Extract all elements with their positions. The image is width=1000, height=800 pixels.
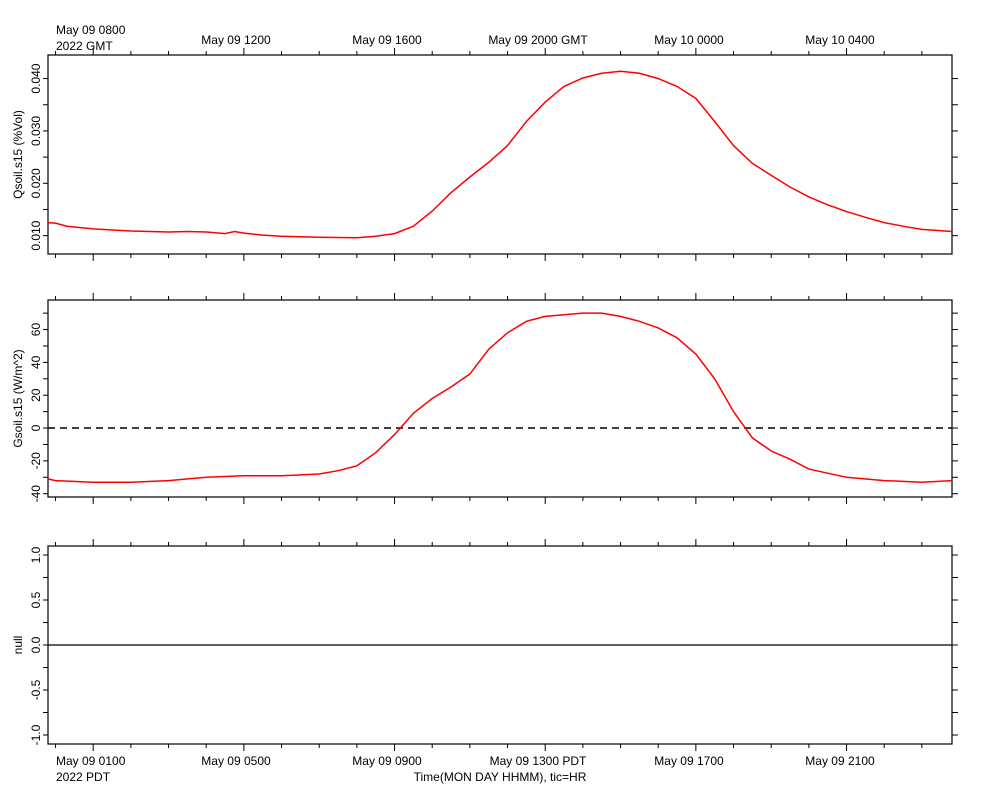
y-tick-label: -0.5 <box>29 679 43 700</box>
top-axis-label: May 10 0000 <box>654 33 724 47</box>
null-panel: -1.0 -0.5 0.0 0.5 1.0 null <box>11 539 958 751</box>
y-tick-label: 0.040 <box>29 63 43 93</box>
bottom-time-axis: May 09 0100 2022 PDT May 09 0500 May 09 … <box>56 754 875 784</box>
qsoil-series-line <box>47 70 953 239</box>
y-tick-label: 0 <box>29 424 43 431</box>
bottom-axis-label: May 09 0500 <box>201 754 271 768</box>
gsoil-axis-ticks: -40 -20 0 20 40 60 <box>29 293 958 504</box>
bottom-axis-label: May 09 2100 <box>805 754 875 768</box>
null-y-axis-label: null <box>11 636 25 655</box>
top-axis-label: May 09 2000 GMT <box>488 33 588 47</box>
y-tick-label: 0.020 <box>29 168 43 198</box>
y-tick-label: 1.0 <box>29 546 43 563</box>
qsoil-plot-frame <box>47 54 953 255</box>
y-tick-label: 0.010 <box>29 220 43 250</box>
y-tick-label: -20 <box>29 452 43 470</box>
top-axis-label: May 09 1600 <box>352 33 422 47</box>
y-tick-label: 0.030 <box>29 116 43 146</box>
top-time-axis: May 09 0800 2022 GMT May 09 1200 May 09 … <box>56 23 875 53</box>
x-axis-title: Time(MON DAY HHMM), tic=HR <box>414 770 587 784</box>
y-tick-label: 60 <box>29 323 43 337</box>
top-axis-label: May 10 0400 <box>805 33 875 47</box>
null-axis-ticks: -1.0 -0.5 0.0 0.5 1.0 <box>29 539 958 751</box>
qsoil-axis-ticks: 0.010 0.020 0.030 0.040 <box>29 48 958 261</box>
top-axis-first-label-line2: 2022 GMT <box>56 39 113 53</box>
top-axis-first-label-line1: May 09 0800 <box>56 23 126 37</box>
y-tick-label: 0.5 <box>29 591 43 608</box>
gsoil-series-line <box>47 312 953 483</box>
top-axis-label: May 09 1200 <box>201 33 271 47</box>
bottom-axis-first-label-line1: May 09 0100 <box>56 754 126 768</box>
y-tick-label: 40 <box>29 355 43 369</box>
y-tick-label: -40 <box>29 485 43 503</box>
bottom-axis-first-label-line2: 2022 PDT <box>56 770 111 784</box>
bottom-axis-label: May 09 0900 <box>352 754 422 768</box>
bottom-axis-label: May 09 1300 PDT <box>490 754 587 768</box>
y-tick-label: -1.0 <box>29 724 43 745</box>
y-tick-label: 0.0 <box>29 636 43 653</box>
qsoil-panel: 0.010 0.020 0.030 0.040 Qsoil.s15 (%Vol) <box>11 48 958 261</box>
gsoil-panel: -40 -20 0 20 40 60 Gsoil.s15 (W/m^2) <box>11 293 958 504</box>
qsoil-y-axis-label: Qsoil.s15 (%Vol) <box>11 110 25 199</box>
bottom-axis-label: May 09 1700 <box>654 754 724 768</box>
gsoil-y-axis-label: Gsoil.s15 (W/m^2) <box>11 349 25 447</box>
gsoil-plot-frame <box>47 299 953 498</box>
y-tick-label: 20 <box>29 388 43 402</box>
